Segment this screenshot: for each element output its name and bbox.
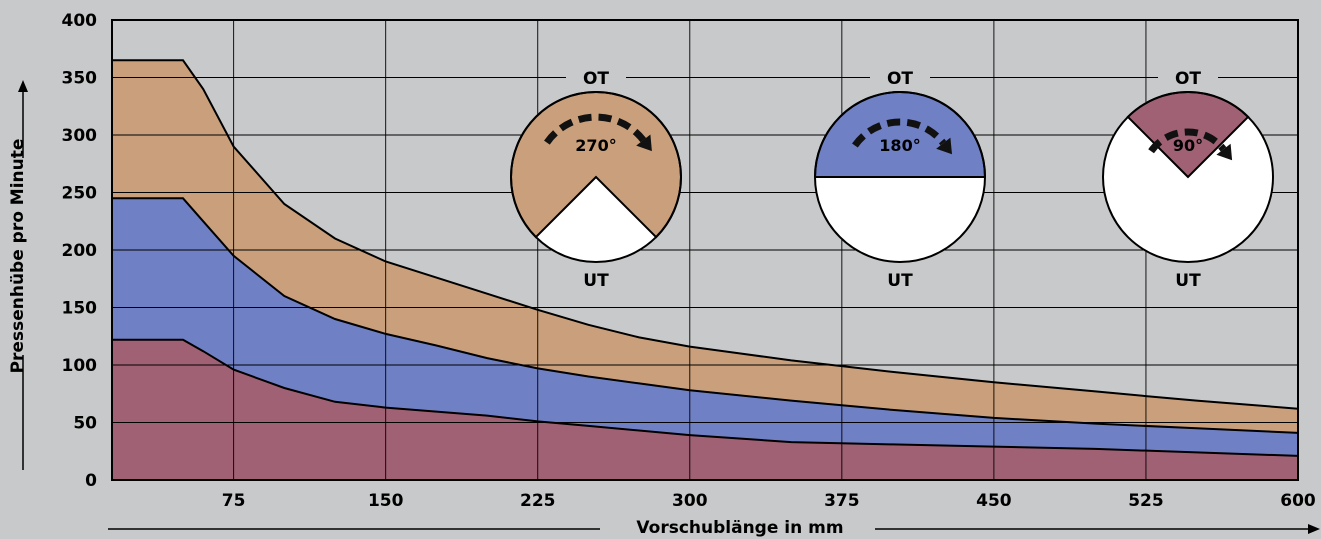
- x-tick-label: 150: [368, 491, 404, 511]
- stroke-diagram-2: OT UT 180°: [813, 64, 987, 291]
- curve-2: [112, 197, 1299, 434]
- label-bg: [870, 266, 930, 290]
- x-tick-label: 75: [222, 491, 246, 511]
- angle-label: 180°: [879, 136, 920, 155]
- label-bg: [566, 266, 626, 290]
- label-bg: [870, 64, 930, 88]
- diagram-circle: [814, 91, 986, 263]
- curve-1: [112, 59, 1299, 410]
- y-tick-label: 300: [62, 126, 98, 146]
- x-axis-arrow-head: [1308, 524, 1320, 534]
- ot-label: OT: [1175, 69, 1201, 89]
- x-tick-label: 450: [976, 491, 1012, 511]
- label-bg: [1158, 266, 1218, 290]
- ot-label: OT: [583, 69, 609, 89]
- x-tick-label: 225: [520, 491, 556, 511]
- y-tick-label: 400: [62, 11, 98, 31]
- x-tick-label: 525: [1128, 491, 1164, 511]
- y-tick-label: 350: [62, 69, 98, 89]
- x-tick-label: 600: [1280, 491, 1316, 511]
- area-3: [112, 339, 1298, 480]
- diagram-circle: [510, 91, 682, 263]
- rotation-arrow-head: [1216, 143, 1233, 161]
- ut-label: UT: [1175, 271, 1201, 291]
- x-tick-label: 300: [672, 491, 708, 511]
- curve-3: [112, 338, 1299, 457]
- ut-label: UT: [887, 271, 913, 291]
- angle-label: 270°: [575, 136, 616, 155]
- y-tick-label: 50: [73, 414, 97, 434]
- rotation-arrow-head: [636, 134, 652, 152]
- ot-label: OT: [887, 69, 913, 89]
- plot-frame: [111, 19, 1299, 481]
- ut-label: UT: [583, 271, 609, 291]
- y-tick-label: 200: [62, 241, 98, 261]
- y-axis-title: Pressenhübe pro Minute: [8, 139, 28, 374]
- y-tick-label: 150: [62, 299, 98, 319]
- x-axis-title: Vorschublänge in mm: [636, 518, 843, 538]
- label-bg: [1158, 64, 1218, 88]
- label-bg: [566, 64, 626, 88]
- rotation-arrow: [1148, 128, 1227, 154]
- diagram-circle: [1102, 91, 1274, 263]
- y-tick-label: 250: [62, 184, 98, 204]
- rotation-arrow-head: [936, 137, 952, 155]
- angle-label: 90°: [1173, 136, 1203, 155]
- y-axis-arrow-head: [18, 80, 28, 92]
- y-tick-label: 100: [62, 356, 98, 376]
- stroke-diagram-1: OT UT 270°: [510, 64, 682, 291]
- x-tick-label: 375: [824, 491, 860, 511]
- y-tick-label: 0: [85, 471, 97, 491]
- stroke-diagram-3: OT UT 90°: [1102, 64, 1274, 291]
- rotation-arrow: [852, 118, 947, 148]
